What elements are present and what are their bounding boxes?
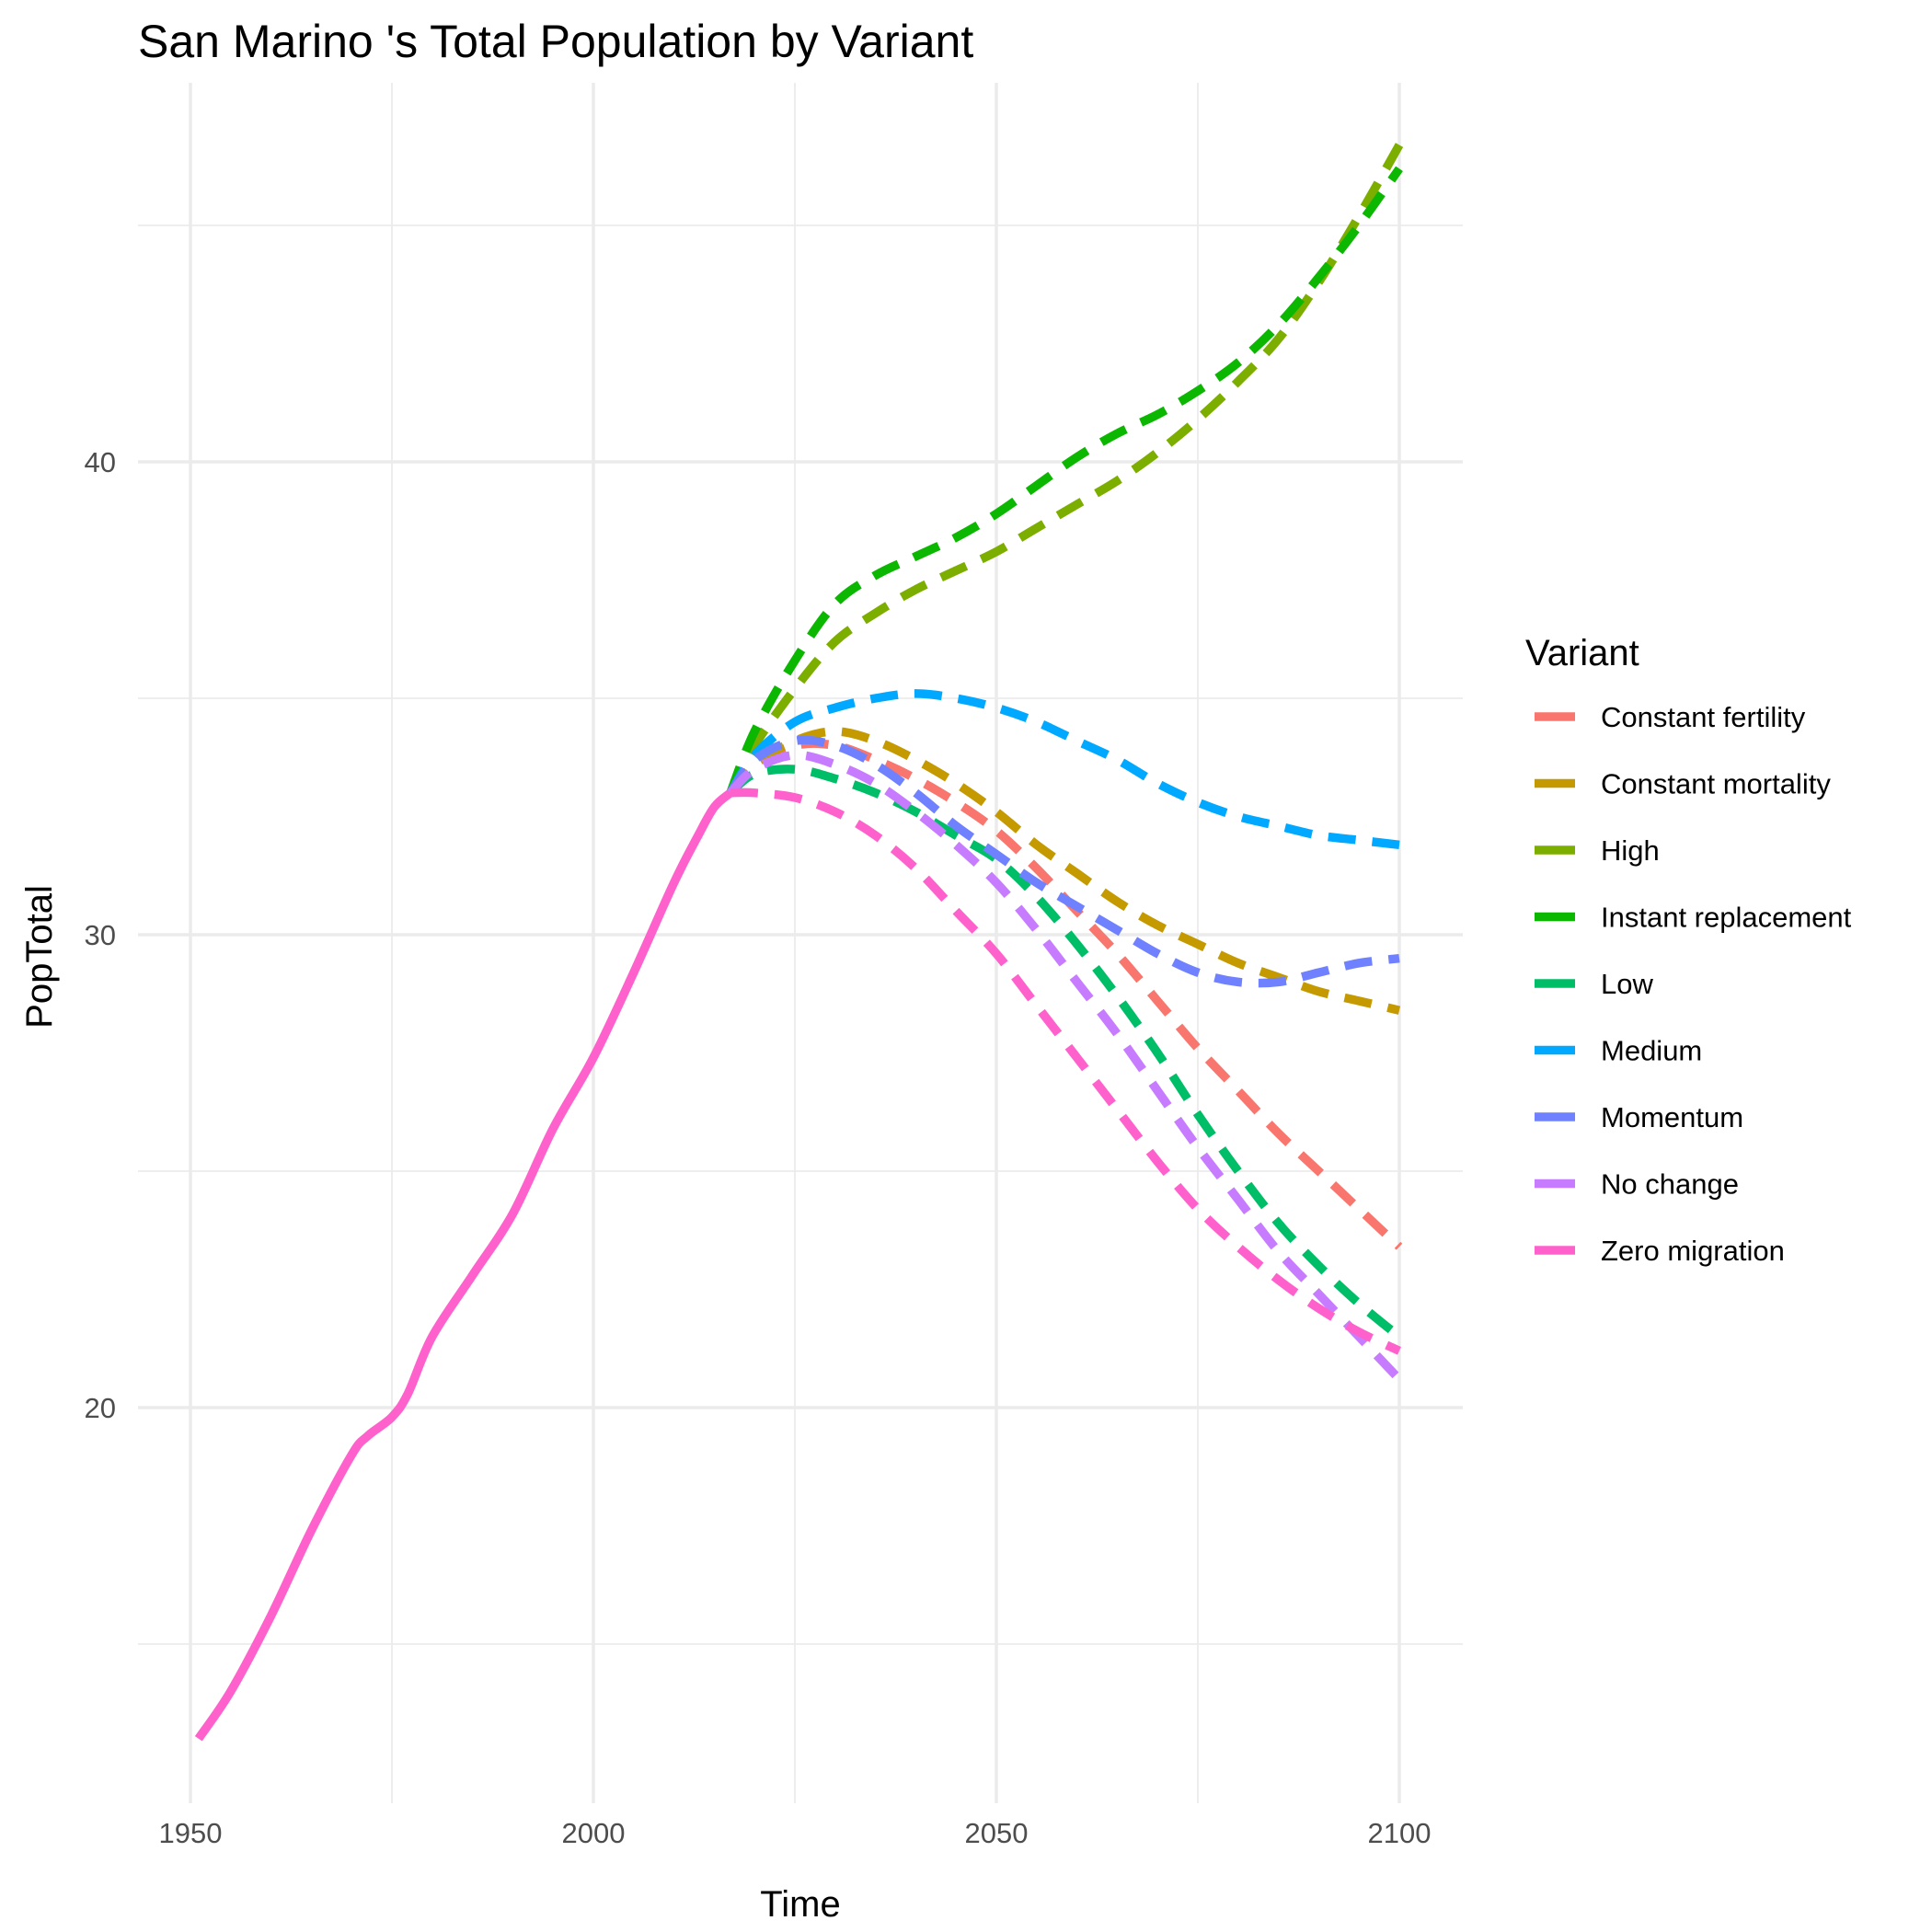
series-line-instant-replacement [726, 166, 1403, 795]
legend-label-low: Low [1601, 968, 1653, 1000]
legend-label-constant-fertility: Constant fertility [1601, 701, 1806, 733]
legend-items: Constant fertility Constant mortality High… [1535, 701, 1852, 1267]
y-tick-label: 40 [85, 446, 116, 478]
chart-title: San Marino 's Total Population by Varian… [138, 16, 973, 67]
legend-label-medium: Medium [1601, 1035, 1702, 1067]
series-line-historical [194, 789, 734, 1742]
y-tick-label: 20 [85, 1392, 116, 1424]
x-tick-label: 2050 [965, 1817, 1029, 1849]
axis-ticks: 1950 2000 2050 2100 20 30 40 [85, 446, 1432, 1849]
series-line-high [726, 143, 1404, 795]
x-axis-title: Time [760, 1884, 840, 1925]
x-tick-label: 2100 [1368, 1817, 1432, 1849]
series-layer [194, 143, 1404, 1742]
legend-label-constant-mortality: Constant mortality [1601, 768, 1831, 800]
series-line-no-change [727, 750, 1403, 1383]
series-line-medium [726, 689, 1400, 850]
legend: Variant Constant fertility Constant morta… [1525, 633, 1852, 1267]
x-tick-label: 1950 [159, 1817, 223, 1849]
series-line-zero-migration [730, 788, 1402, 1355]
legend-label-high: High [1601, 834, 1660, 867]
x-tick-label: 2000 [562, 1817, 626, 1849]
legend-label-momentum: Momentum [1601, 1101, 1743, 1133]
series-line-low [727, 765, 1403, 1340]
y-tick-label: 30 [85, 919, 116, 951]
legend-label-instant-replacement: Instant replacement [1601, 902, 1852, 934]
legend-title: Variant [1525, 633, 1639, 673]
y-axis-title: PopTotal [19, 885, 60, 1029]
series-line-momentum [726, 735, 1400, 988]
legend-label-no-change: No change [1601, 1168, 1739, 1201]
legend-label-zero-migration: Zero migration [1601, 1235, 1785, 1267]
